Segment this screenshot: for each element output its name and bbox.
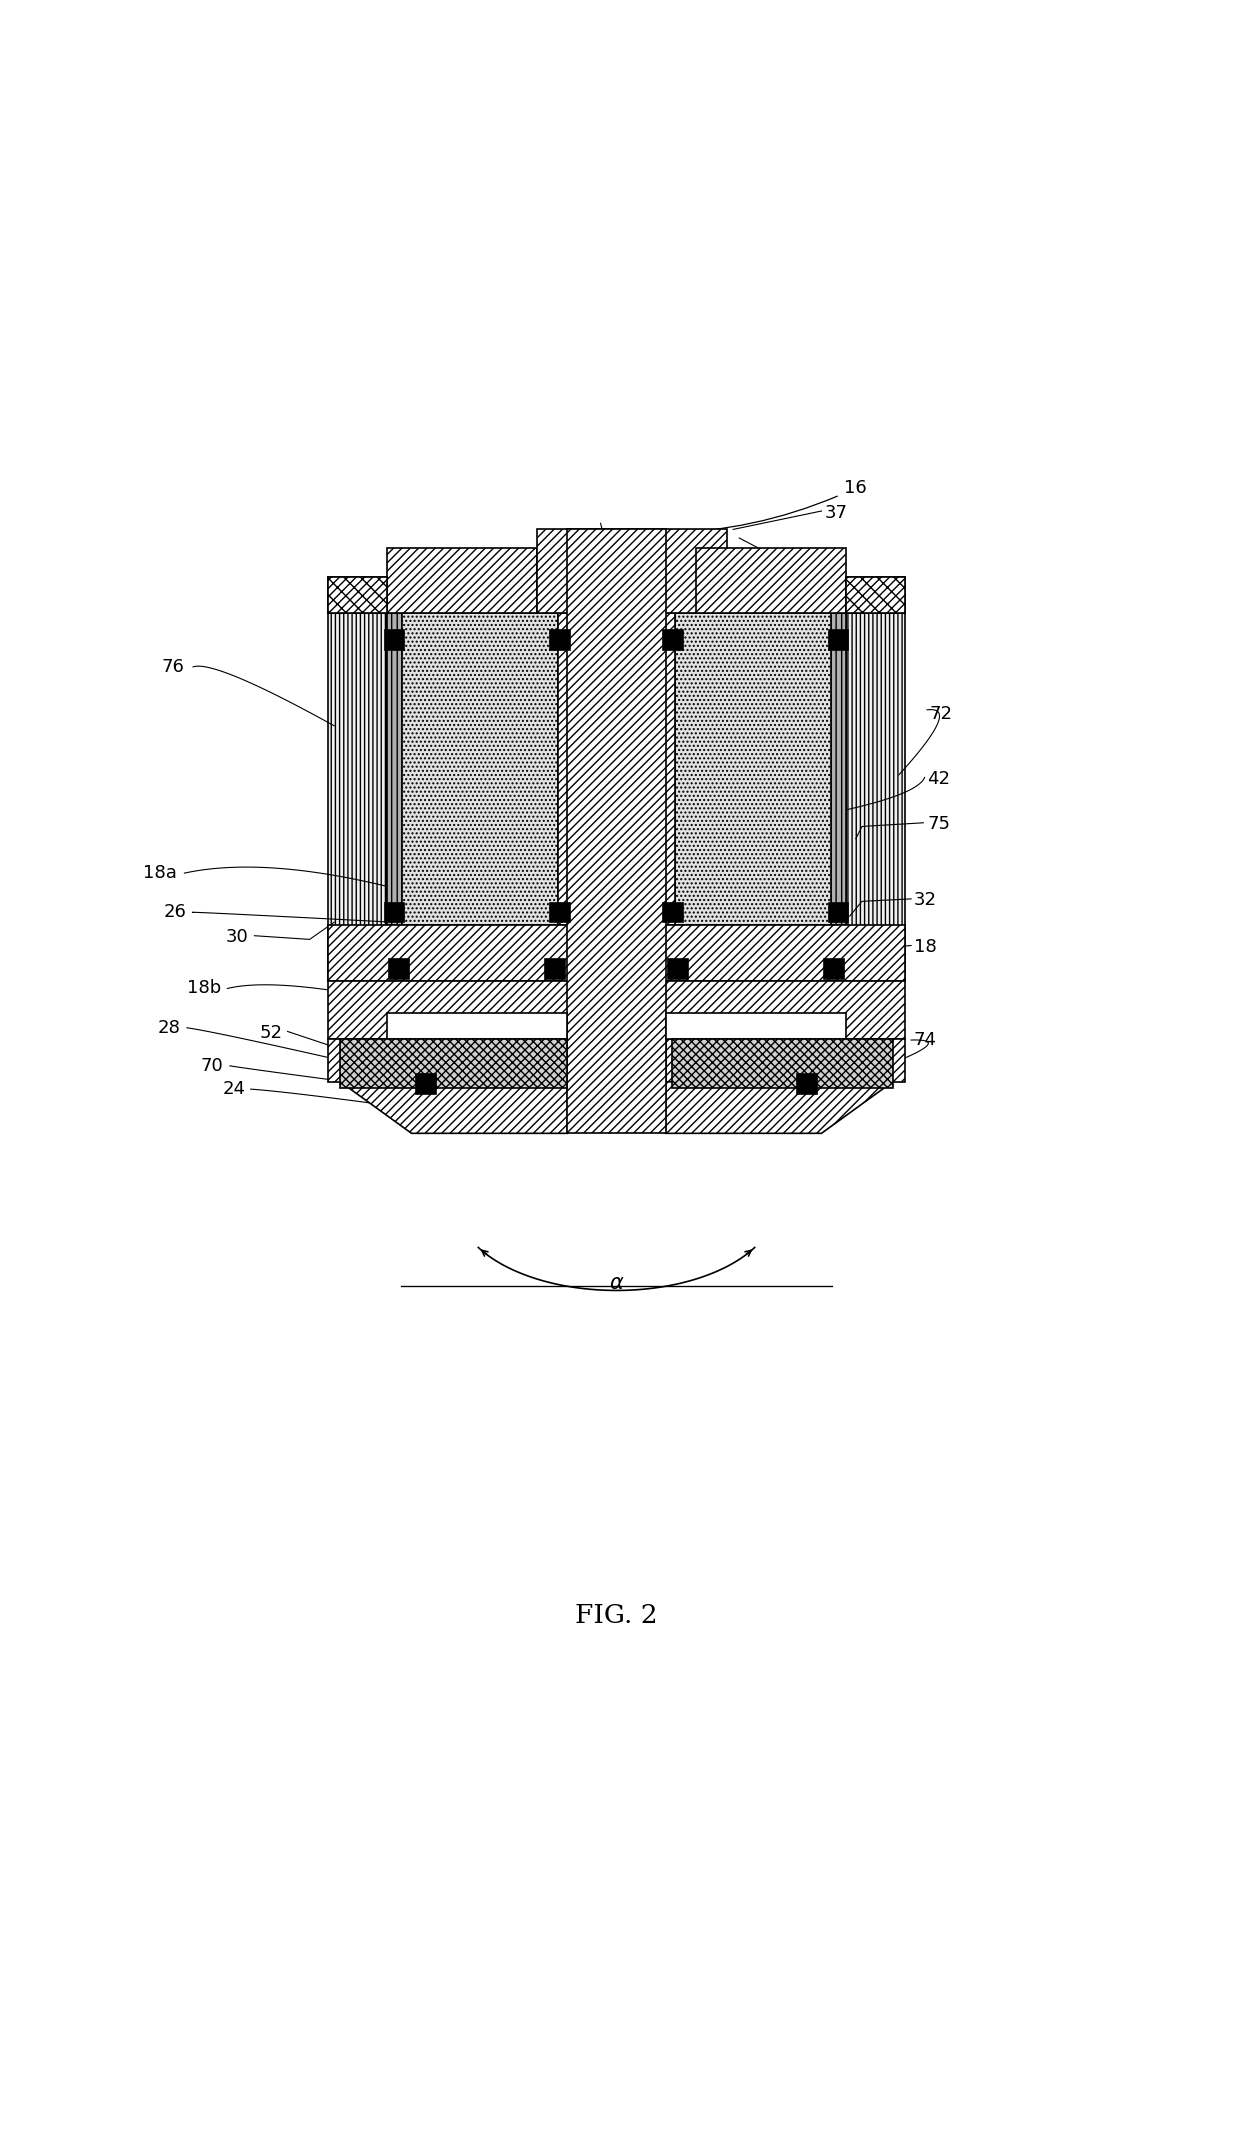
Bar xyxy=(846,578,905,614)
Bar xyxy=(550,631,570,650)
Bar xyxy=(328,982,905,1040)
Bar xyxy=(666,1014,846,1040)
Text: 42: 42 xyxy=(927,770,951,787)
Text: 18a: 18a xyxy=(143,864,178,881)
Bar xyxy=(697,548,846,614)
Text: 58: 58 xyxy=(813,1084,836,1102)
Text: 70: 70 xyxy=(201,1057,223,1074)
Text: 52: 52 xyxy=(260,1025,282,1042)
Text: 50: 50 xyxy=(819,1102,842,1119)
Bar xyxy=(545,958,565,980)
Bar xyxy=(656,614,676,924)
Polygon shape xyxy=(666,1082,893,1134)
Text: FIG. 2: FIG. 2 xyxy=(575,1604,658,1628)
Bar xyxy=(385,631,404,650)
Bar xyxy=(417,1074,436,1093)
Bar xyxy=(385,903,404,922)
Polygon shape xyxy=(340,1082,567,1134)
Bar xyxy=(557,614,577,924)
Text: 60: 60 xyxy=(877,1065,899,1082)
Text: $\alpha$: $\alpha$ xyxy=(609,1275,624,1294)
Text: 36: 36 xyxy=(613,554,636,571)
Text: 18: 18 xyxy=(914,937,936,956)
Bar xyxy=(340,1040,567,1089)
Bar xyxy=(824,958,843,980)
Text: 75: 75 xyxy=(927,815,951,832)
Bar xyxy=(328,924,905,982)
Text: 37: 37 xyxy=(825,505,848,522)
Bar xyxy=(328,578,387,614)
Text: 26: 26 xyxy=(164,903,187,922)
Bar xyxy=(387,548,536,614)
Bar xyxy=(567,530,666,1134)
Text: 38: 38 xyxy=(794,558,817,578)
Bar xyxy=(829,631,848,650)
Bar xyxy=(846,578,905,614)
Bar xyxy=(666,1040,905,1082)
Bar xyxy=(387,614,402,924)
Text: 22: 22 xyxy=(533,1112,555,1129)
Bar xyxy=(390,958,409,980)
Bar xyxy=(328,614,387,982)
Text: 18b: 18b xyxy=(187,980,221,997)
Bar xyxy=(668,958,688,980)
Text: 74: 74 xyxy=(914,1031,937,1048)
Bar xyxy=(328,1040,567,1082)
Text: 28: 28 xyxy=(158,1018,181,1037)
Bar xyxy=(797,1074,816,1093)
Bar xyxy=(831,614,846,924)
Bar xyxy=(387,1014,567,1040)
Text: 76: 76 xyxy=(162,659,185,676)
Bar xyxy=(402,614,557,924)
Bar xyxy=(536,530,727,614)
Bar xyxy=(328,578,387,614)
Bar xyxy=(846,614,905,982)
Text: 72: 72 xyxy=(930,704,953,723)
Bar xyxy=(829,903,848,922)
Text: 24: 24 xyxy=(223,1080,245,1097)
Bar xyxy=(550,903,570,922)
Text: 16: 16 xyxy=(843,479,867,496)
Bar xyxy=(672,1040,893,1089)
Bar xyxy=(676,614,831,924)
Text: 34: 34 xyxy=(800,1031,824,1048)
Text: 30: 30 xyxy=(226,928,248,945)
Bar xyxy=(663,631,683,650)
Bar xyxy=(663,903,683,922)
Text: 32: 32 xyxy=(914,892,937,909)
